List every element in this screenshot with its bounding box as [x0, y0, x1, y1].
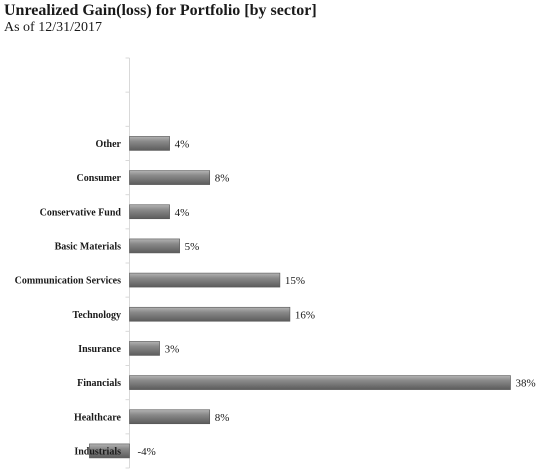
- bar: [129, 238, 180, 254]
- bar: [129, 170, 211, 185]
- category-label: Communication Services: [15, 276, 121, 287]
- chart-subtitle: As of 12/31/2017: [4, 20, 102, 35]
- bar: [129, 409, 211, 425]
- value-label: 16%: [295, 309, 315, 321]
- category-label: Insurance: [78, 344, 121, 355]
- category-label: Financials: [77, 378, 121, 389]
- bars: [89, 136, 511, 459]
- bar: [129, 272, 281, 288]
- value-label: 8%: [215, 412, 230, 424]
- value-label: 8%: [215, 173, 230, 185]
- value-label: -4%: [138, 446, 156, 458]
- bar: [129, 306, 291, 322]
- category-label: Healthcare: [74, 412, 122, 423]
- category-labels: Other Consumer Conservative Fund Basic Mate…: [15, 139, 122, 457]
- value-label: 15%: [285, 275, 305, 287]
- category-label: Technology: [72, 310, 121, 321]
- category-label: Basic Materials: [55, 241, 121, 252]
- bar: [129, 136, 170, 151]
- value-label: 5%: [185, 241, 200, 253]
- axis-ticks: [125, 57, 130, 469]
- value-labels: 4% 8% 4% 5% 15% 16% 3% 38% 8% -4%: [138, 138, 536, 458]
- category-label: Industrials: [74, 446, 121, 457]
- value-label: 4%: [175, 207, 190, 219]
- category-label: Consumer: [77, 173, 122, 184]
- chart-title: Unrealized Gain(loss) for Portfolio [by …: [4, 2, 317, 19]
- category-label: Other: [95, 139, 121, 150]
- bar: [129, 375, 511, 390]
- value-label: 38%: [516, 378, 536, 390]
- value-label: 3%: [165, 343, 180, 355]
- category-label: Conservative Fund: [40, 207, 122, 218]
- bar: [129, 204, 170, 220]
- bar: [129, 341, 160, 356]
- value-label: 4%: [175, 138, 190, 150]
- bar: [89, 443, 130, 459]
